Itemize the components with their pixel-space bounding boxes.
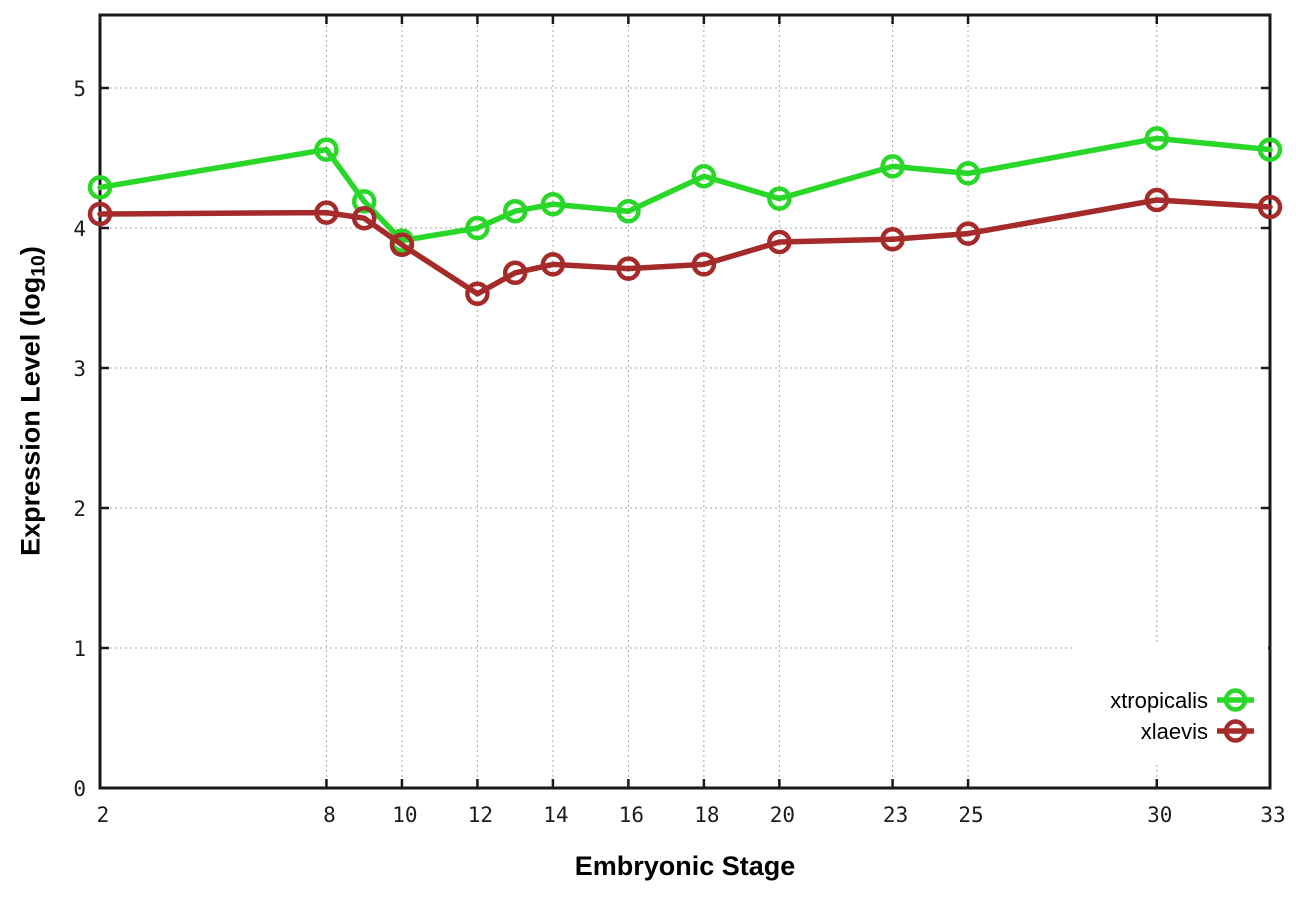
x-tick-label: 30 (1147, 803, 1172, 827)
data-point-xtropicalis (616, 198, 641, 224)
legend-background (1073, 642, 1268, 764)
y-tick-label: 3 (73, 357, 86, 381)
y-tick-label: 5 (73, 77, 86, 101)
data-point-xtropicalis (87, 175, 113, 200)
chart-line-xlaevis (97, 197, 1273, 297)
data-point-xlaevis (1144, 187, 1170, 213)
x-tick-label: 25 (958, 803, 983, 827)
chart-line-xtropicalis (97, 135, 1273, 244)
data-point-xtropicalis (540, 191, 566, 217)
x-axis-title: Embryonic Stage (574, 851, 796, 881)
y-tick-label: 2 (73, 497, 86, 521)
x-tick-label: 20 (770, 803, 795, 827)
y-axis-title: Expression Level (log10) (16, 246, 51, 556)
y-tick-label: 1 (73, 637, 86, 661)
y-tick-label: 4 (73, 217, 86, 241)
data-point-xlaevis (1257, 194, 1283, 220)
x-tick-label: 23 (883, 803, 908, 827)
legend-label-xtropicalis: xtropicalis (1110, 688, 1208, 713)
y-tick-label: 0 (73, 777, 86, 801)
x-tick-label: 2 (97, 803, 110, 827)
legend-marker-xlaevis (1223, 719, 1248, 743)
data-point-xlaevis (465, 281, 490, 307)
data-point-xtropicalis (314, 137, 339, 162)
data-point-xlaevis (389, 232, 415, 258)
legend-label-xlaevis: xlaevis (1141, 719, 1208, 744)
plot-border (98, 13, 1272, 790)
data-point-xlaevis (351, 205, 377, 231)
x-tick-label: 12 (468, 803, 493, 827)
data-point-xlaevis (955, 221, 981, 246)
data-point-xlaevis (87, 201, 113, 227)
data-point-xtropicalis (1257, 137, 1283, 162)
data-point-xtropicalis (351, 189, 377, 214)
data-point-xlaevis (880, 226, 905, 252)
data-point-xlaevis (616, 256, 641, 281)
data-point-xtropicalis (955, 161, 981, 186)
y-axis-title-main: Expression Level (log (15, 276, 46, 556)
data-point-xlaevis (314, 200, 339, 225)
x-tick-label: 33 (1260, 803, 1285, 827)
x-tick-label: 8 (323, 803, 336, 827)
y-axis-title-subscript: 10 (27, 255, 50, 277)
x-tick-label: 16 (619, 803, 644, 827)
data-point-xtropicalis (691, 163, 717, 189)
legend-marker-xtropicalis (1223, 688, 1248, 712)
x-tick-label: 14 (543, 803, 568, 827)
data-point-xtropicalis (465, 215, 490, 241)
data-point-xlaevis (767, 229, 792, 255)
data-point-xtropicalis (767, 186, 792, 211)
y-axis-title-end: ) (15, 246, 46, 256)
x-tick-label: 10 (392, 803, 417, 827)
data-point-xtropicalis (880, 154, 905, 179)
data-point-xlaevis (540, 252, 566, 277)
x-tick-label: 18 (694, 803, 719, 827)
data-point-xlaevis (691, 252, 717, 277)
data-point-xlaevis (502, 260, 528, 286)
data-point-xtropicalis (1144, 126, 1170, 151)
data-point-xtropicalis (502, 198, 528, 224)
